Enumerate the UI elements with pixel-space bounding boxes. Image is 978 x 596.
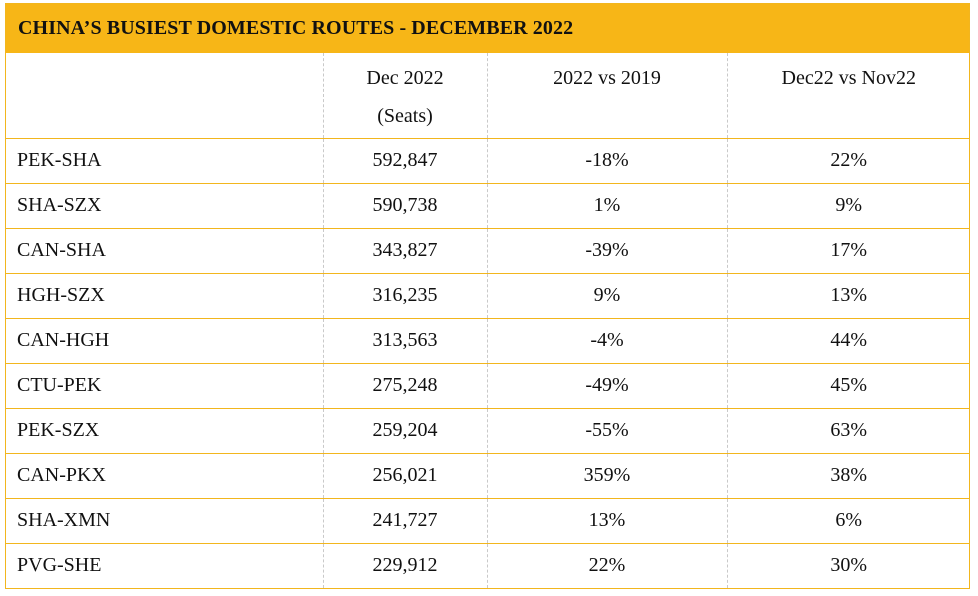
seats-cell: 343,827 [322, 228, 487, 274]
seats-cell: 313,563 [322, 318, 487, 364]
route-cell: CAN-HGH [5, 318, 323, 364]
vs-nov22-cell: 22% [726, 138, 970, 184]
route-cell: HGH-SZX [5, 273, 323, 319]
table-row: SHA-SZX 590,738 1% 9% [5, 183, 970, 229]
seats-cell: 259,204 [322, 408, 487, 454]
seats-cell: 316,235 [322, 273, 487, 319]
route-cell: CAN-PKX [5, 453, 323, 499]
header-seats-line1: Dec 2022 [366, 67, 444, 89]
route-cell: PEK-SHA [5, 138, 323, 184]
table-row: PVG-SHE 229,912 22% 30% [5, 543, 970, 588]
vs-2019-cell: 9% [486, 273, 727, 319]
vs-nov22-cell: 17% [726, 228, 970, 274]
seats-cell: 241,727 [322, 498, 487, 544]
route-cell: CAN-SHA [5, 228, 323, 274]
route-cell: CTU-PEK [5, 363, 323, 409]
vs-2019-cell: -39% [486, 228, 727, 274]
routes-table: Dec 2022 (Seats) 2022 vs 2019 Dec22 vs N… [5, 53, 970, 588]
route-cell: SHA-XMN [5, 498, 323, 544]
vs-nov22-cell: 6% [726, 498, 970, 544]
table-border [5, 3, 970, 589]
vs-nov22-cell: 45% [726, 363, 970, 409]
seats-cell: 256,021 [322, 453, 487, 499]
table-row: CAN-HGH 313,563 -4% 44% [5, 318, 970, 364]
vs-nov22-cell: 63% [726, 408, 970, 454]
vs-2019-cell: -4% [486, 318, 727, 364]
vs-2019-cell: 22% [486, 543, 727, 588]
vs-nov22-cell: 9% [726, 183, 970, 229]
route-cell: PVG-SHE [17, 554, 102, 577]
seats-cell: 275,248 [322, 363, 487, 409]
table-row: CTU-PEK 275,248 -49% 45% [5, 363, 970, 409]
route-cell: SHA-SZX [5, 183, 323, 229]
vs-nov22-cell: 44% [726, 318, 970, 364]
header-row: Dec 2022 (Seats) 2022 vs 2019 Dec22 vs N… [5, 53, 970, 139]
vs-2019-cell: -49% [486, 363, 727, 409]
vs-2019-cell: 1% [486, 183, 727, 229]
vs-2019-cell: -55% [486, 408, 727, 454]
vs-2019-cell: -18% [486, 138, 727, 184]
table-row: PEK-SHA 592,847 -18% 22% [5, 138, 970, 184]
seats-cell: 229,912 [322, 543, 487, 588]
table-row: PEK-SZX 259,204 -55% 63% [5, 408, 970, 454]
header-seats-line2: (Seats) [377, 105, 433, 127]
table-row: CAN-SHA 343,827 -39% 17% [5, 228, 970, 274]
seats-cell: 592,847 [322, 138, 487, 184]
vs-nov22-cell: 30% [726, 543, 970, 588]
seats-cell: 590,738 [322, 183, 487, 229]
table-row: HGH-SZX 316,235 9% 13% [5, 273, 970, 319]
header-seats: Dec 2022 (Seats) [322, 53, 487, 139]
header-route [5, 53, 323, 139]
table-row: SHA-XMN 241,727 13% 6% [5, 498, 970, 544]
table-row: CAN-PKX 256,021 359% 38% [5, 453, 970, 499]
table-title: CHINA’S BUSIEST DOMESTIC ROUTES - DECEMB… [5, 3, 970, 53]
route-cell: PEK-SZX [5, 408, 323, 454]
vs-nov22-cell: 38% [726, 453, 970, 499]
header-vs-2019: 2022 vs 2019 [486, 53, 727, 139]
vs-2019-cell: 359% [486, 453, 727, 499]
vs-2019-cell: 13% [486, 498, 727, 544]
header-vs-nov22: Dec22 vs Nov22 [726, 53, 970, 139]
vs-nov22-cell: 13% [726, 273, 970, 319]
